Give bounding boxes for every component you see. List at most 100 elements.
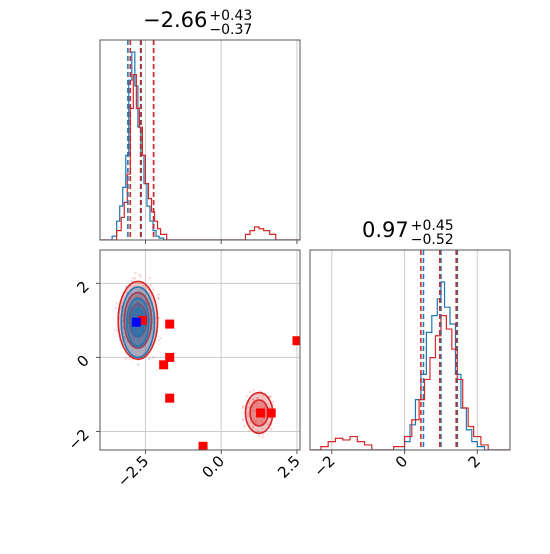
panel-2-sample-point: [158, 316, 161, 320]
panel-3-xtick-label-1: 0: [392, 452, 411, 471]
panel-2-sample-point: [261, 421, 264, 424]
panel-3-xtick-label-0: −2: [310, 452, 338, 480]
panel-2-sample-point: [245, 395, 249, 398]
panel-2-sample-point: [243, 424, 247, 428]
panel-3-xtick-label-2: 2: [465, 452, 484, 471]
panel-2-sample-point: [140, 289, 143, 292]
panel-2-xtick-label-1: 0.0: [198, 452, 228, 482]
panel-2-sample-point: [149, 284, 152, 287]
panel-2-sample-point: [138, 342, 142, 346]
panel-2-sample-point: [132, 277, 135, 280]
panel-2-marker-red-6: [292, 336, 300, 346]
panel-2-sample-point: [157, 297, 160, 300]
panel-2-frame: [99, 249, 301, 451]
panel-2-sample-point: [269, 395, 273, 398]
panel-2-sample-point: [251, 424, 255, 428]
panel-2-sample-point: [241, 406, 244, 409]
panel-2-marker-red-8: [266, 408, 276, 418]
panel-3-frame: [309, 249, 511, 451]
panel-2-sample-point: [272, 400, 275, 404]
panel-2-sample-point: [124, 357, 127, 360]
panel-2-sample-point: [157, 296, 160, 300]
panel-2-sample-point: [254, 402, 258, 405]
panel-2-sample-point: [147, 357, 151, 361]
panel-3-content: [310, 250, 510, 450]
panel-2-sample-point: [159, 337, 162, 340]
panel-2-sample-point: [261, 435, 265, 438]
panel-1-title-sup: +0.43: [209, 7, 253, 24]
panel-1-content: [100, 40, 300, 240]
panel-3-title-sup: +0.45: [410, 217, 454, 234]
panel-2-sample-point: [249, 390, 252, 394]
panel-2-sample-point: [254, 421, 258, 424]
panel-2-marker-red-7: [256, 408, 266, 418]
panel-2-sample-point: [247, 429, 251, 432]
panel-2-content: [100, 250, 300, 450]
panel-2-sample-point: [132, 336, 135, 339]
panel-2-ytick-label-1: 0: [73, 352, 92, 371]
panel-2-marker-red-2: [165, 352, 175, 362]
panel-2-sample-point: [121, 326, 125, 329]
panel-2-marker-blue-0: [131, 317, 141, 327]
panel-2-sample-point: [254, 420, 257, 423]
panel-2-sample-point: [157, 293, 160, 296]
panel-2-sample-point: [125, 291, 128, 294]
panel-2-sample-point: [138, 273, 141, 276]
panel-3-title-main: 0.97: [362, 218, 409, 242]
panel-2-xtick-label-2: 2.5: [274, 452, 304, 482]
panel-2-sample-point: [242, 417, 245, 421]
panel-1-series-0: [100, 51, 300, 240]
panel-2-sample-point: [256, 396, 260, 399]
panel-2-sample-point: [115, 302, 119, 305]
panel-2-sample-point: [266, 422, 269, 425]
panel-2-marker-red-4: [165, 393, 175, 403]
panel-2-sample-point: [136, 299, 140, 302]
panel-2-sample-point: [130, 280, 133, 283]
panel-2-sample-point: [256, 396, 259, 400]
panel-2-sample-point: [257, 434, 261, 437]
panel-2-sample-point: [148, 276, 151, 280]
panel-3-title-sub: −0.52: [410, 231, 454, 248]
panel-2-sample-point: [137, 363, 140, 366]
panel-2-sample-point: [123, 335, 126, 339]
panel-2-ytick-label-0: −2: [64, 426, 92, 454]
panel-2-sample-point: [114, 329, 118, 332]
panel-2-sample-point: [252, 388, 255, 392]
panel-2-marker-red-3: [159, 360, 169, 370]
panel-2-sample-point: [263, 406, 267, 409]
panel-2-marker-red-1: [165, 319, 175, 329]
panel-2-sample-point: [249, 421, 252, 424]
panel-2-sample-point: [246, 412, 249, 415]
panel-2-sample-point: [157, 339, 160, 342]
panel-2-sample-point: [241, 418, 245, 422]
panel-3-series-0: [310, 281, 510, 450]
panel-1-frame: [99, 39, 301, 241]
panel-1-title-main: −2.66: [143, 8, 208, 32]
panel-2-xtick-label-0: −2.5: [114, 452, 152, 490]
panel-1-title-sub: −0.37: [209, 21, 253, 38]
panel-2-sample-point: [241, 405, 245, 408]
panel-2-sample-point: [251, 398, 255, 401]
panel-2-sample-point: [137, 289, 140, 292]
panel-2-sample-point: [259, 389, 262, 393]
panel-2-sample-point: [139, 275, 142, 278]
panel-2-sample-point: [253, 409, 256, 412]
panel-2-sample-point: [261, 394, 265, 397]
panel-2-sample-point: [120, 301, 124, 305]
panel-2-sample-point: [128, 357, 131, 360]
panel-2-sample-point: [124, 337, 127, 341]
panel-2-sample-point: [256, 429, 259, 432]
panel-3-series-1: [310, 315, 510, 450]
panel-2-marker-red-5: [198, 441, 208, 450]
panel-3-title: 0.97 +0.45 −0.52: [362, 218, 454, 247]
panel-2-sample-point: [121, 320, 124, 323]
panel-2-sample-point: [133, 276, 137, 280]
panel-2-ytick-label-2: 2: [73, 277, 92, 296]
panel-2-sample-point: [247, 401, 251, 404]
panel-2-sample-point: [142, 285, 145, 288]
panel-2-sample-point: [152, 288, 155, 291]
panel-2-sample-point: [261, 427, 264, 430]
panel-2-marker-red-0: [137, 315, 147, 325]
panel-1-title: −2.66 +0.43 −0.37: [143, 8, 252, 37]
